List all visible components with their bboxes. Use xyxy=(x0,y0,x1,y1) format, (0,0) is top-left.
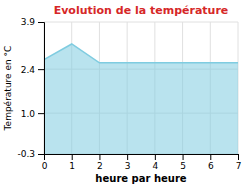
tick-label: 7 xyxy=(236,161,242,171)
tick: 5 xyxy=(180,154,186,171)
tick-mark xyxy=(38,69,44,70)
marks xyxy=(44,44,238,154)
grid-line xyxy=(44,22,238,23)
tick-label: 6 xyxy=(208,161,214,171)
tick-label: 5 xyxy=(180,161,186,171)
tick-mark xyxy=(238,154,239,160)
tick: 6 xyxy=(208,154,214,171)
tick-mark xyxy=(38,113,44,114)
tick-label: 1.0 xyxy=(21,109,36,119)
tick-label: 3 xyxy=(125,161,131,171)
tick: 4 xyxy=(152,154,158,171)
tick: 2.4 xyxy=(21,65,44,75)
y-axis: -0.3 1.0 2.4 3.9 xyxy=(17,17,44,159)
tick-label: 4 xyxy=(152,161,158,171)
line xyxy=(44,44,238,63)
tick: 3 xyxy=(125,154,131,171)
tick-label: 1 xyxy=(69,161,75,171)
tick: 1 xyxy=(69,154,75,171)
axis-line xyxy=(38,23,45,155)
title: Evolution de la température xyxy=(54,4,229,17)
x-axis: 0 1 2 3 4 5 6 7 xyxy=(42,154,242,171)
tick-mark xyxy=(155,154,156,160)
tick: 1.0 xyxy=(21,109,44,119)
tick-mark xyxy=(127,154,128,160)
tick-mark xyxy=(210,154,211,160)
plot: 0 1 2 3 4 5 6 7 -0.3 1.0 2.4 3.9 xyxy=(17,17,241,171)
tick-mark xyxy=(183,154,184,160)
tick-mark xyxy=(38,154,44,155)
tick-mark xyxy=(99,154,100,160)
tick-label: 0 xyxy=(42,161,48,171)
tick: 3.9 xyxy=(21,17,44,27)
tick: 2 xyxy=(97,154,103,171)
y-axis-title: Température en °C xyxy=(3,46,13,132)
axis-line xyxy=(45,155,239,161)
chart: 0 1 2 3 4 5 6 7 -0.3 1.0 2.4 3.9 Evolution de la tem… xyxy=(0,0,250,188)
tick-mark xyxy=(38,22,44,23)
x-axis-title: heure par heure xyxy=(95,173,186,184)
area xyxy=(44,44,238,154)
tick-mark xyxy=(72,154,73,160)
tick-label: 2.4 xyxy=(21,65,36,75)
tick-label: -0.3 xyxy=(17,149,35,159)
grid xyxy=(44,22,238,154)
tick-label: 3.9 xyxy=(21,17,36,27)
tick: -0.3 xyxy=(17,149,44,159)
tick: 0 xyxy=(42,154,48,171)
tick-label: 2 xyxy=(97,161,103,171)
tick: 7 xyxy=(236,154,242,171)
